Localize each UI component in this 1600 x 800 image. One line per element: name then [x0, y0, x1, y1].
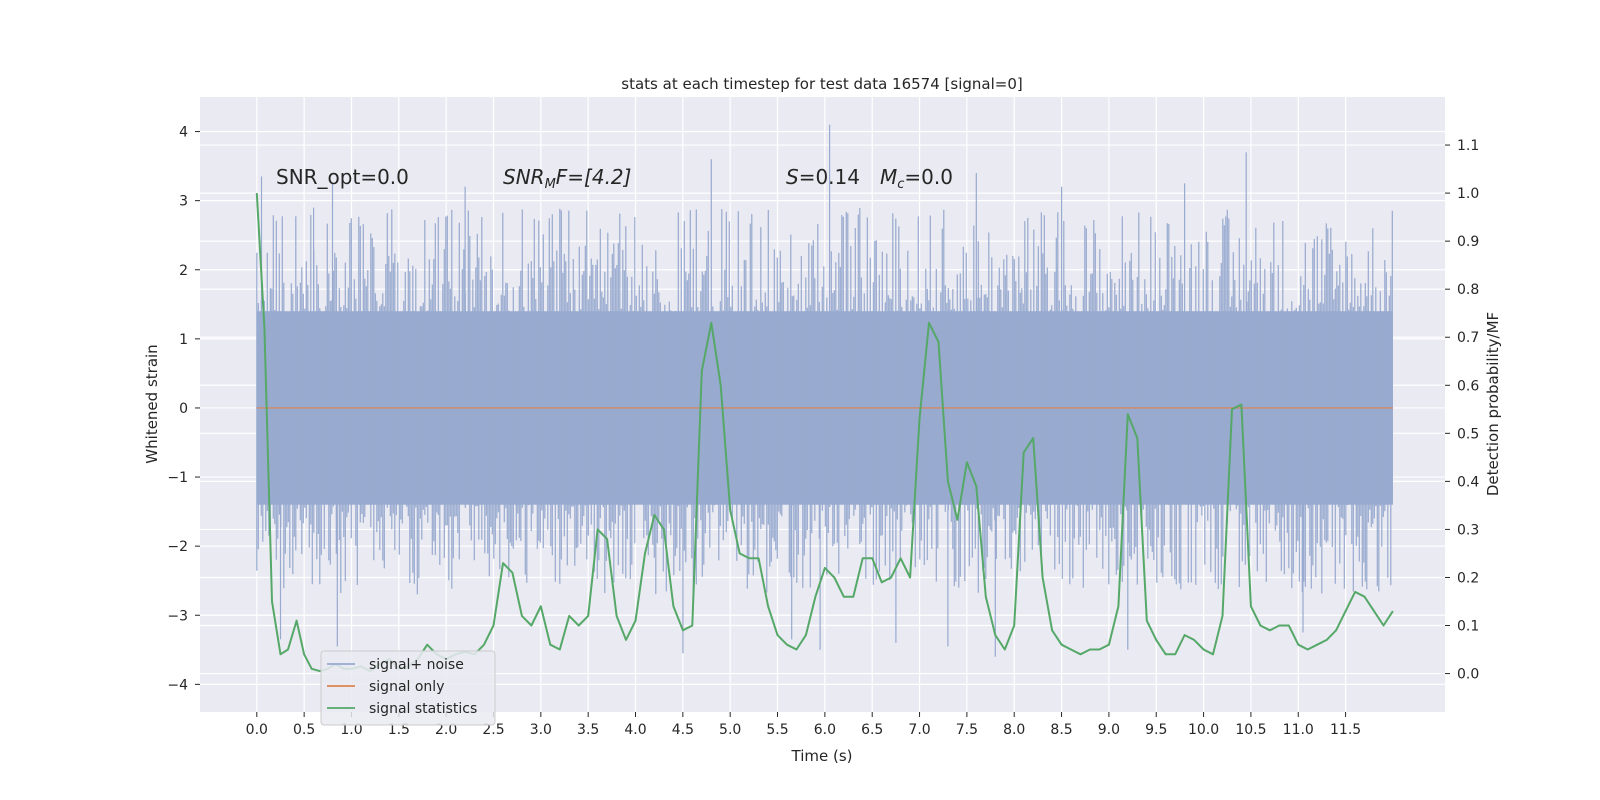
x-tick-label: 5.0	[719, 722, 741, 738]
y-left-tick-label: 0	[179, 401, 188, 417]
x-tick-label: 0.0	[246, 722, 268, 738]
y-left-tick-label: −2	[167, 539, 188, 555]
y-right-axis-label: Detection probability/MF	[1484, 312, 1502, 496]
y-left-tick-label: 2	[179, 263, 188, 279]
legend-label-signal-noise: signal+ noise	[369, 657, 464, 673]
signal-statistics-line	[255, 193, 1394, 673]
legend: signal+ noise signal only signal statist…	[320, 650, 496, 726]
x-tick-label: 10.0	[1188, 722, 1219, 738]
x-tick-label: 6.5	[861, 722, 883, 738]
y-right-tick-label: 1.0	[1457, 186, 1479, 202]
x-tick-label: 0.5	[293, 722, 315, 738]
x-tick-label: 8.0	[1003, 722, 1025, 738]
y-left-tick-label: 1	[179, 332, 188, 348]
annotation-snr-mf-sub: M	[545, 177, 556, 192]
x-axis-label: Time (s)	[791, 747, 853, 765]
y-right-tick-label: 0.0	[1457, 667, 1479, 683]
x-tick-label: 3.5	[577, 722, 599, 738]
y-right-tick-label: 0.5	[1457, 426, 1479, 442]
legend-box	[320, 650, 496, 726]
x-tick-label: 7.5	[956, 722, 978, 738]
y-right-tick-label: 0.6	[1457, 378, 1479, 394]
x-tick-label: 9.0	[1098, 722, 1120, 738]
annotation-s-main: S	[786, 165, 799, 189]
x-tick-label: 1.5	[388, 722, 410, 738]
annotation-mc-sub: c	[897, 177, 904, 192]
y-right-axis-ticks: 1.1 1.0 0.9 0.8 0.7 0.6 0.5 0.4 0.3 0.2 0.1 0.0	[1445, 138, 1479, 683]
x-axis-ticks: 0.0 0.5 1.0 1.5 2.0 2.5 3.0 3.5 4.0 4.5 5.0 5.5 6.0 6…	[246, 712, 1361, 738]
chart-title: stats at each timestep for test data 165…	[621, 75, 1022, 93]
y-left-axis-ticks: 4 3 2 1 0 −1 −2 −3 −4	[167, 125, 200, 693]
annotation-s-rest: =0.14	[799, 165, 860, 189]
x-tick-label: 3.0	[530, 722, 552, 738]
x-tick-label: 2.0	[435, 722, 457, 738]
y-right-tick-label: 0.8	[1457, 282, 1479, 298]
annotation-mc-rest: =0.0	[904, 165, 953, 189]
x-tick-label: 1.0	[340, 722, 362, 738]
annotation-mc-main: M	[880, 165, 897, 189]
x-tick-label: 11.0	[1283, 722, 1314, 738]
y-left-tick-label: 4	[179, 125, 188, 141]
annotation-mc: Mc=0.0	[880, 165, 953, 192]
y-right-tick-label: 0.1	[1457, 619, 1479, 635]
x-tick-label: 4.5	[672, 722, 694, 738]
y-right-tick-label: 0.3	[1457, 522, 1479, 538]
y-right-tick-label: 0.9	[1457, 234, 1479, 250]
x-tick-label: 6.0	[814, 722, 836, 738]
y-right-tick-label: 0.7	[1457, 330, 1479, 346]
annotation-snr-mf-main: SNR	[503, 165, 545, 189]
x-tick-label: 11.5	[1330, 722, 1361, 738]
x-tick-label: 8.5	[1050, 722, 1072, 738]
annotation-snr-mf-rest: F=[4.2]	[556, 165, 632, 189]
y-left-tick-label: −1	[167, 470, 188, 486]
x-tick-label: 5.5	[766, 722, 788, 738]
y-right-tick-label: 1.1	[1457, 138, 1479, 154]
annotation-snr-opt: SNR_opt=0.0	[276, 165, 409, 189]
legend-label-signal-only: signal only	[369, 679, 444, 695]
annotation-s: S=0.14	[786, 165, 860, 189]
y-right-tick-label: 0.2	[1457, 570, 1479, 586]
y-left-tick-label: −3	[167, 608, 188, 624]
x-tick-label: 2.5	[482, 722, 504, 738]
signal-statistics-series	[255, 193, 1394, 673]
x-tick-label: 7.0	[908, 722, 930, 738]
x-tick-label: 10.5	[1235, 722, 1266, 738]
x-tick-label: 9.5	[1145, 722, 1167, 738]
y-left-axis-label: Whitened strain	[143, 344, 161, 463]
legend-label-signal-statistics: signal statistics	[369, 701, 477, 717]
annotation-snr-mf: SNRMF=[4.2]	[503, 165, 631, 192]
y-left-tick-label: −4	[167, 677, 188, 693]
x-tick-label: 4.0	[624, 722, 646, 738]
y-left-tick-label: 3	[179, 194, 188, 210]
y-right-tick-label: 0.4	[1457, 474, 1479, 490]
